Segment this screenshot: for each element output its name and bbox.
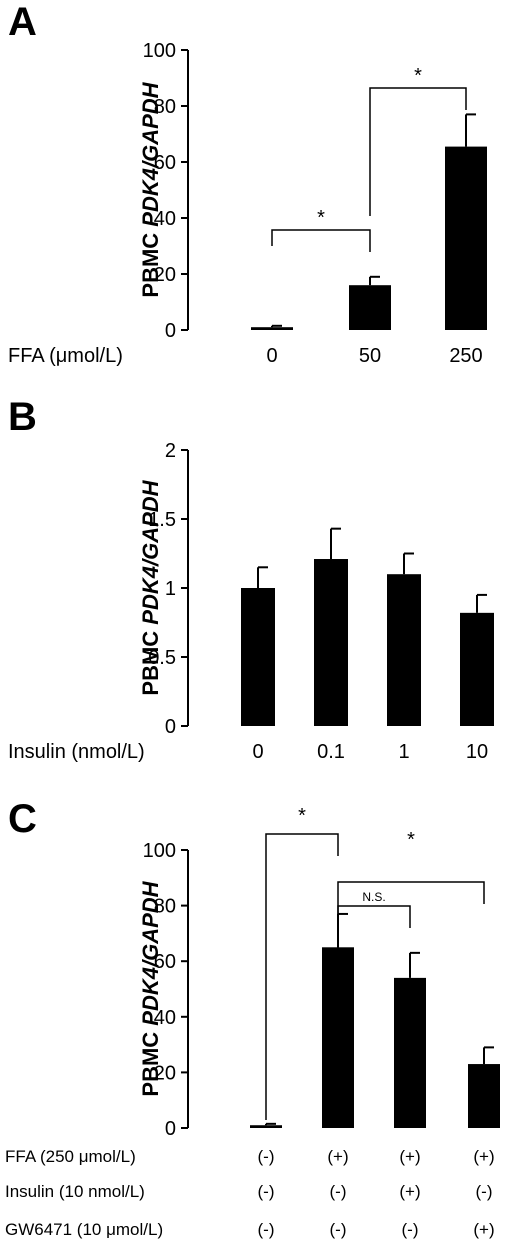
y-axis-label-gene: PDK4/GAPDH (138, 880, 163, 1025)
y-tick-label: 20 (154, 264, 176, 286)
x-tick-label: 0 (252, 741, 263, 763)
panel-a: A 0 20 40 60 80 100 PBMC PDK4/GAPDH FFA (μmol/L)… (8, 0, 487, 367)
bar (314, 559, 348, 726)
significance-bracket (369, 87, 467, 216)
significance-bracket (337, 881, 485, 1052)
significance-label: * (317, 207, 325, 229)
y-tick-label: 0 (165, 716, 176, 738)
y-tick-label: 100 (143, 40, 176, 62)
significance-bracket (265, 833, 339, 1120)
x-tick-label: 10 (466, 741, 488, 763)
x-tick-label: 0 (266, 345, 277, 367)
y-tick-label: 80 (154, 896, 176, 918)
panel-letter: C (8, 797, 37, 841)
significance-label: * (414, 65, 422, 87)
x-axis-label: Insulin (nmol/L) (8, 741, 145, 763)
condition-value: (-) (402, 1220, 419, 1239)
bar (468, 1064, 500, 1128)
x-tick-label: 50 (359, 345, 381, 367)
condition-row-label: FFA (250 μmol/L) (5, 1147, 136, 1166)
y-tick-label: 100 (143, 840, 176, 862)
y-axis-label-gene: PDK4/GAPDH (138, 81, 163, 226)
y-tick-label: 1.5 (148, 509, 176, 531)
y-tick-label: 60 (154, 152, 176, 174)
condition-value: (-) (258, 1147, 275, 1166)
y-tick-label: 0 (165, 320, 176, 342)
bar (251, 327, 293, 330)
condition-value: (-) (258, 1182, 275, 1201)
y-tick-label: 0 (165, 1118, 176, 1140)
y-tick-label: 40 (154, 1007, 176, 1029)
condition-value: (-) (330, 1182, 347, 1201)
bar (241, 588, 275, 726)
x-tick-label: 1 (398, 741, 409, 763)
bar (387, 574, 421, 726)
condition-value: (+) (473, 1147, 494, 1166)
y-axis-label: PBMC PDK4/GAPDH (138, 81, 163, 297)
condition-value: (+) (473, 1220, 494, 1239)
condition-value: (-) (476, 1182, 493, 1201)
condition-value: (+) (327, 1147, 348, 1166)
y-axis-label: PBMC PDK4/GAPDH (138, 479, 163, 695)
y-tick-label: 20 (154, 1062, 176, 1084)
condition-row-label: Insulin (10 nmol/L) (5, 1182, 145, 1201)
condition-row-label: GW6471 (10 μmol/L) (5, 1220, 163, 1239)
bar (460, 612, 494, 726)
panel-c: C 0 20 40 60 80 100 PBMC PDK4/GAPDH FFA (250 μmo… (5, 797, 500, 1239)
y-axis-label-prefix: PBMC (138, 1026, 163, 1097)
condition-value: (+) (399, 1182, 420, 1201)
significance-label: N.S. (362, 890, 385, 904)
y-tick-label: 40 (154, 208, 176, 230)
x-tick-label: 250 (449, 345, 482, 367)
y-axis-label-prefix: PBMC (138, 625, 163, 696)
condition-value: (-) (258, 1220, 275, 1239)
y-axis-label-gene: PDK4/GAPDH (138, 479, 163, 624)
significance-label: * (407, 829, 415, 851)
x-tick-label: 0.1 (317, 741, 345, 763)
y-tick-label: 0.5 (148, 647, 176, 669)
bar (394, 977, 426, 1128)
bar (349, 285, 391, 330)
condition-value: (-) (330, 1220, 347, 1239)
y-axis-label: PBMC PDK4/GAPDH (138, 880, 163, 1096)
y-tick-label: 80 (154, 96, 176, 118)
y-tick-label: 60 (154, 951, 176, 973)
x-axis-label: FFA (μmol/L) (8, 345, 123, 367)
panel-letter: A (8, 0, 37, 44)
condition-value: (+) (399, 1147, 420, 1166)
significance-label: * (298, 805, 306, 827)
bar (250, 1125, 282, 1128)
bar (445, 146, 487, 330)
y-tick-label: 1 (165, 578, 176, 600)
significance-bracket (271, 229, 371, 252)
y-tick-label: 2 (165, 440, 176, 462)
y-axis-label-prefix: PBMC (138, 227, 163, 298)
panel-letter: B (8, 395, 37, 439)
